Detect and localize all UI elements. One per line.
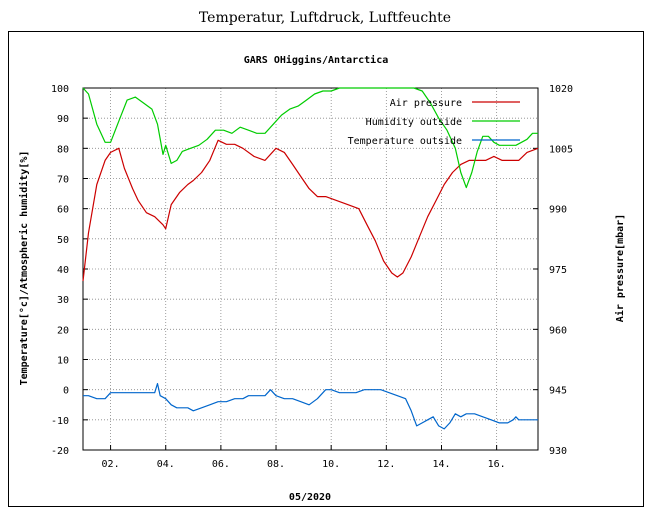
y-tick-label: 80 (57, 144, 69, 155)
chart-title: GARS OHiggins/Antarctica (244, 54, 389, 66)
y-tick-label: 40 (57, 265, 69, 276)
y2-tick-label: 975 (549, 265, 567, 276)
y-tick-label: 10 (57, 356, 69, 367)
series-line-temperature-outside (83, 383, 538, 430)
grid (83, 88, 538, 450)
legend-label: Humidity outside (366, 117, 462, 128)
chart-frame (8, 31, 644, 507)
y-tick-label: 30 (57, 295, 69, 306)
series-line-air-pressure (82, 139, 539, 282)
legend-label: Temperature outside (348, 136, 462, 147)
y2-tick-label: 1005 (549, 144, 573, 155)
x-tick-label: 04. (157, 459, 175, 470)
y-tick-label: 60 (57, 205, 69, 216)
legend-label: Air pressure (390, 98, 462, 109)
y-tick-label: 90 (57, 114, 69, 125)
y-axis-label: Temperature[°c]/Atmospheric humidity[%] (18, 151, 30, 386)
plot-area-border (82, 87, 539, 451)
y-tick-label: -20 (51, 446, 69, 457)
series-line-humidity-outside (82, 87, 538, 189)
y2-tick-label: 1020 (549, 84, 573, 95)
y2-tick-label: 930 (549, 446, 567, 457)
y-tick-label: 0 (63, 386, 69, 397)
y-tick-label: 70 (57, 175, 69, 186)
y-tick-label: 100 (51, 84, 69, 95)
x-axis-label: 05/2020 (289, 492, 331, 503)
page-title: Temperatur, Luftdruck, Luftfeuchte (198, 10, 452, 26)
y2-tick-label: 990 (549, 205, 567, 216)
axis-ticks: 02. 04. 06. 08. 10. 12. 14. 16.-20-100102030405… (51, 84, 573, 470)
y-tick-label: 50 (57, 235, 69, 246)
series-lines (82, 87, 539, 430)
x-tick-label: 06. (212, 459, 230, 470)
y2-tick-label: 945 (549, 386, 567, 397)
x-tick-label: 10. (322, 459, 340, 470)
x-tick-label: 08. (267, 459, 285, 470)
x-tick-label: 02. (102, 459, 120, 470)
x-tick-label: 14. (432, 459, 450, 470)
x-tick-label: 16. (488, 459, 506, 470)
y-tick-label: 20 (57, 325, 69, 336)
y-tick-label: -10 (51, 416, 69, 427)
x-tick-label: 12. (377, 459, 395, 470)
y2-axis-label: Air pressure[mbar] (614, 214, 626, 322)
y2-tick-label: 960 (549, 325, 567, 336)
legend: Air pressure Humidity outside Temperature … (348, 98, 520, 147)
